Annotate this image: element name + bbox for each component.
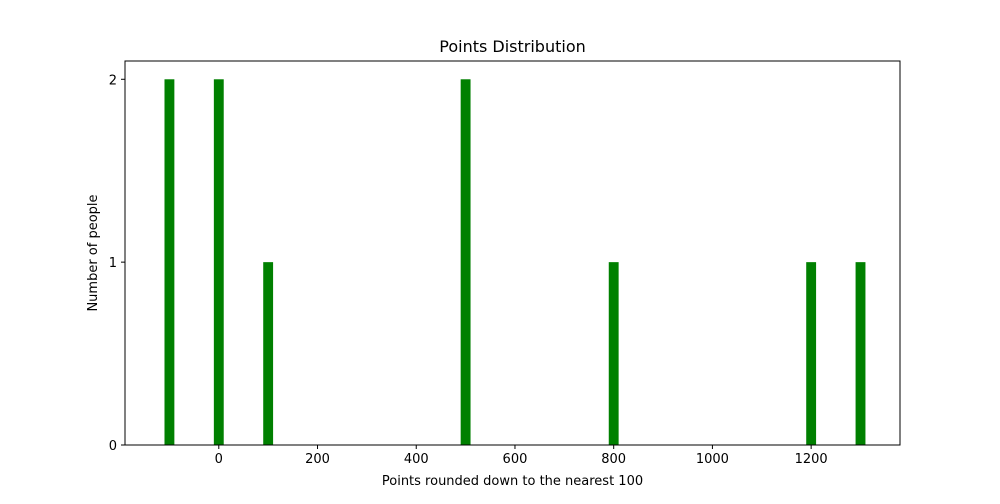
y-tick-label: 2: [109, 73, 117, 88]
bar: [263, 262, 274, 445]
x-tick-label: 800: [601, 452, 626, 467]
bar: [213, 79, 224, 446]
x-tick-label: 0: [215, 452, 223, 467]
chart-title: Points Distribution: [439, 37, 586, 56]
bar: [164, 79, 175, 446]
bar: [855, 262, 866, 445]
x-tick-label: 1200: [795, 452, 828, 467]
bar: [460, 79, 471, 446]
y-axis-label: Number of people: [86, 194, 101, 311]
x-tick-label: 400: [404, 452, 429, 467]
bar: [608, 262, 619, 445]
bar: [806, 262, 817, 445]
plot-area-frame: [124, 60, 901, 446]
x-tick-label: 200: [305, 452, 330, 467]
y-tick-label: 0: [109, 439, 117, 454]
y-tick-label: 1: [109, 256, 117, 271]
x-axis-ticks: 0 200 400 600 800 1000 1200: [215, 445, 828, 467]
x-tick-label: 1000: [696, 452, 729, 467]
x-tick-label: 600: [503, 452, 528, 467]
x-axis-label: Points rounded down to the nearest 100: [382, 474, 643, 489]
y-axis-ticks: 0 1 2: [109, 73, 125, 454]
bars-group: [164, 79, 866, 446]
